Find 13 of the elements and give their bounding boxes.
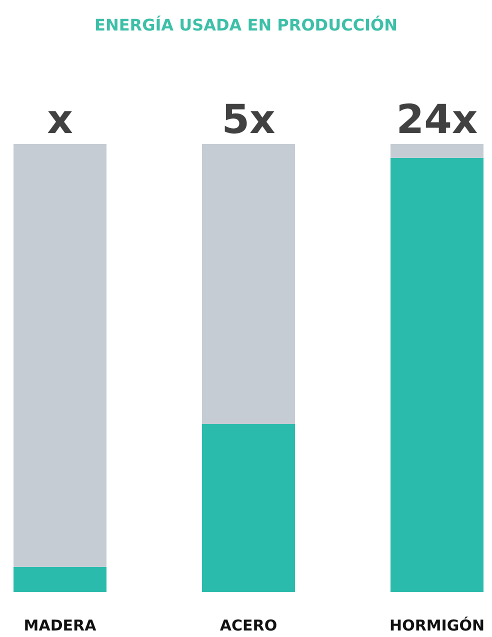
annotation: x xyxy=(47,97,74,143)
bar xyxy=(390,144,484,158)
bar xyxy=(202,424,295,592)
bar xyxy=(202,144,295,424)
chart-title: ENERGÍA USADA EN PRODUCCIÓN xyxy=(94,16,398,34)
x-tick-label: MADERA xyxy=(24,616,97,634)
bar xyxy=(14,144,106,567)
annotation: 24x xyxy=(396,97,478,143)
bar xyxy=(14,566,106,592)
x-tick-label: HORMIGÓN xyxy=(390,616,484,634)
x-tick-label: ACERO xyxy=(220,616,278,634)
bar xyxy=(390,158,484,592)
annotation: 5x xyxy=(222,97,276,143)
